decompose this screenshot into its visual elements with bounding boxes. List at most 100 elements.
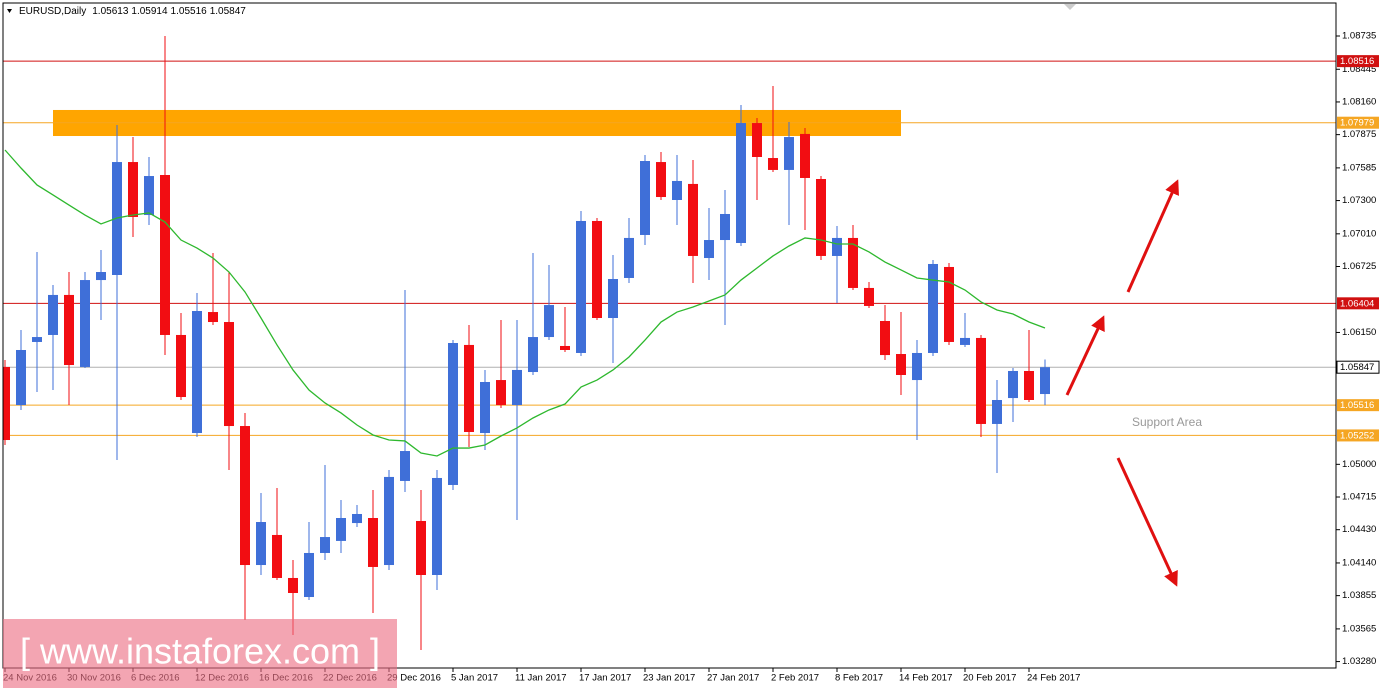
candle-body bbox=[96, 272, 106, 281]
arrows bbox=[1065, 179, 1179, 587]
level-label: 1.05252 bbox=[1340, 430, 1374, 441]
candle-body bbox=[128, 162, 138, 217]
candle-body bbox=[80, 280, 90, 367]
y-tick-label: 1.07300 bbox=[1342, 195, 1376, 206]
watermark-box bbox=[3, 619, 397, 688]
candle-body bbox=[480, 381, 490, 434]
candle-body bbox=[192, 311, 202, 434]
candle-body bbox=[464, 344, 474, 432]
candle-body bbox=[144, 176, 154, 216]
candle-body bbox=[528, 337, 538, 373]
arrow bbox=[1065, 315, 1105, 396]
candle-body bbox=[912, 352, 922, 381]
y-tick-label: 1.04430 bbox=[1342, 524, 1376, 535]
candle-body bbox=[800, 133, 810, 178]
candle-body bbox=[592, 220, 602, 319]
candle-body bbox=[752, 123, 762, 157]
candle-body bbox=[64, 294, 74, 366]
level-label-box bbox=[1337, 399, 1379, 412]
candle-body bbox=[880, 320, 890, 356]
candle-body bbox=[640, 161, 650, 235]
header: EURUSD,Daily 1.05613 1.05914 1.05516 1.05847 bbox=[19, 6, 246, 17]
header-high: 1.05914 bbox=[131, 6, 168, 17]
level-label: 1.06404 bbox=[1340, 298, 1374, 309]
candle-body bbox=[1008, 370, 1018, 399]
candle-body bbox=[1040, 367, 1050, 395]
candle-body bbox=[928, 263, 938, 353]
candle-body bbox=[304, 552, 314, 598]
candle-body bbox=[272, 534, 282, 578]
level-label: 1.08516 bbox=[1340, 56, 1374, 67]
y-tick-label: 1.03280 bbox=[1342, 656, 1376, 667]
x-tick-label: 27 Jan 2017 bbox=[707, 673, 759, 684]
x-tick-label: 23 Jan 2017 bbox=[643, 673, 695, 684]
y-tick-label: 1.08160 bbox=[1342, 96, 1376, 107]
candle-body bbox=[864, 287, 874, 306]
level-label-box bbox=[1336, 360, 1380, 374]
candle-body bbox=[240, 426, 250, 566]
candle-body bbox=[448, 343, 458, 485]
candle-body bbox=[32, 337, 42, 342]
candle-body bbox=[560, 345, 570, 350]
y-tick-label: 1.06725 bbox=[1342, 261, 1376, 272]
candle-body bbox=[288, 577, 298, 594]
level-label-box bbox=[1337, 297, 1379, 310]
candle-body bbox=[3, 366, 10, 441]
candle-body bbox=[224, 322, 234, 427]
candle-body bbox=[656, 162, 666, 198]
candle-body bbox=[416, 520, 426, 575]
candle-body bbox=[944, 266, 954, 342]
moving-average bbox=[4, 149, 1046, 457]
candle-body bbox=[976, 337, 986, 424]
candle-body bbox=[368, 518, 378, 567]
candle-body bbox=[848, 237, 858, 288]
candle-body bbox=[400, 451, 410, 481]
arrow bbox=[1116, 457, 1178, 587]
x-tick-label: 29 Dec 2016 bbox=[387, 673, 441, 684]
candle-body bbox=[992, 399, 1002, 424]
candle-body bbox=[624, 237, 634, 278]
candle-body bbox=[320, 537, 330, 553]
candle-body bbox=[176, 334, 186, 398]
candle-body bbox=[256, 522, 266, 566]
level-label: 1.05516 bbox=[1340, 400, 1374, 411]
header-low: 1.05516 bbox=[171, 6, 208, 17]
level-label-box bbox=[1337, 429, 1379, 442]
y-tick-label: 1.04140 bbox=[1342, 557, 1376, 568]
y-tick-label: 1.07010 bbox=[1342, 228, 1376, 239]
candle-body bbox=[1024, 370, 1034, 400]
scroll-marker bbox=[1064, 4, 1076, 10]
y-tick-label: 1.04715 bbox=[1342, 492, 1376, 503]
header-close: 1.05847 bbox=[210, 6, 247, 17]
x-tick-label: 14 Feb 2017 bbox=[899, 673, 952, 684]
candle-body bbox=[496, 380, 506, 406]
y-tick-label: 1.08735 bbox=[1342, 31, 1376, 42]
x-tick-label: 11 Jan 2017 bbox=[515, 673, 567, 684]
candle-body bbox=[608, 279, 618, 319]
candle-body bbox=[336, 518, 346, 541]
candle-body bbox=[704, 240, 714, 259]
menu-triangle bbox=[7, 9, 12, 13]
candle-body bbox=[736, 123, 746, 244]
candle-body bbox=[896, 354, 906, 375]
x-tick-label: 8 Feb 2017 bbox=[835, 673, 883, 684]
x-tick-label: 17 Jan 2017 bbox=[579, 673, 631, 684]
x-tick-label: 24 Feb 2017 bbox=[1027, 673, 1080, 684]
candle-body bbox=[16, 349, 26, 406]
y-tick-label: 1.05000 bbox=[1342, 459, 1376, 470]
candle-body bbox=[688, 183, 698, 256]
candle-body bbox=[352, 513, 362, 524]
candle-body bbox=[432, 477, 442, 575]
header-open: 1.05613 bbox=[92, 6, 129, 17]
level-label-box bbox=[1337, 55, 1379, 68]
x-tick-label: 20 Feb 2017 bbox=[963, 673, 1016, 684]
candle-body bbox=[512, 369, 522, 406]
x-tick-label: 5 Jan 2017 bbox=[451, 673, 498, 684]
level-label: 1.07979 bbox=[1340, 118, 1374, 129]
level-label: 1.05847 bbox=[1340, 362, 1374, 373]
watermark: [ www.instaforex.com ] bbox=[20, 631, 380, 672]
candle-body bbox=[960, 337, 970, 345]
arrow bbox=[1126, 179, 1179, 293]
